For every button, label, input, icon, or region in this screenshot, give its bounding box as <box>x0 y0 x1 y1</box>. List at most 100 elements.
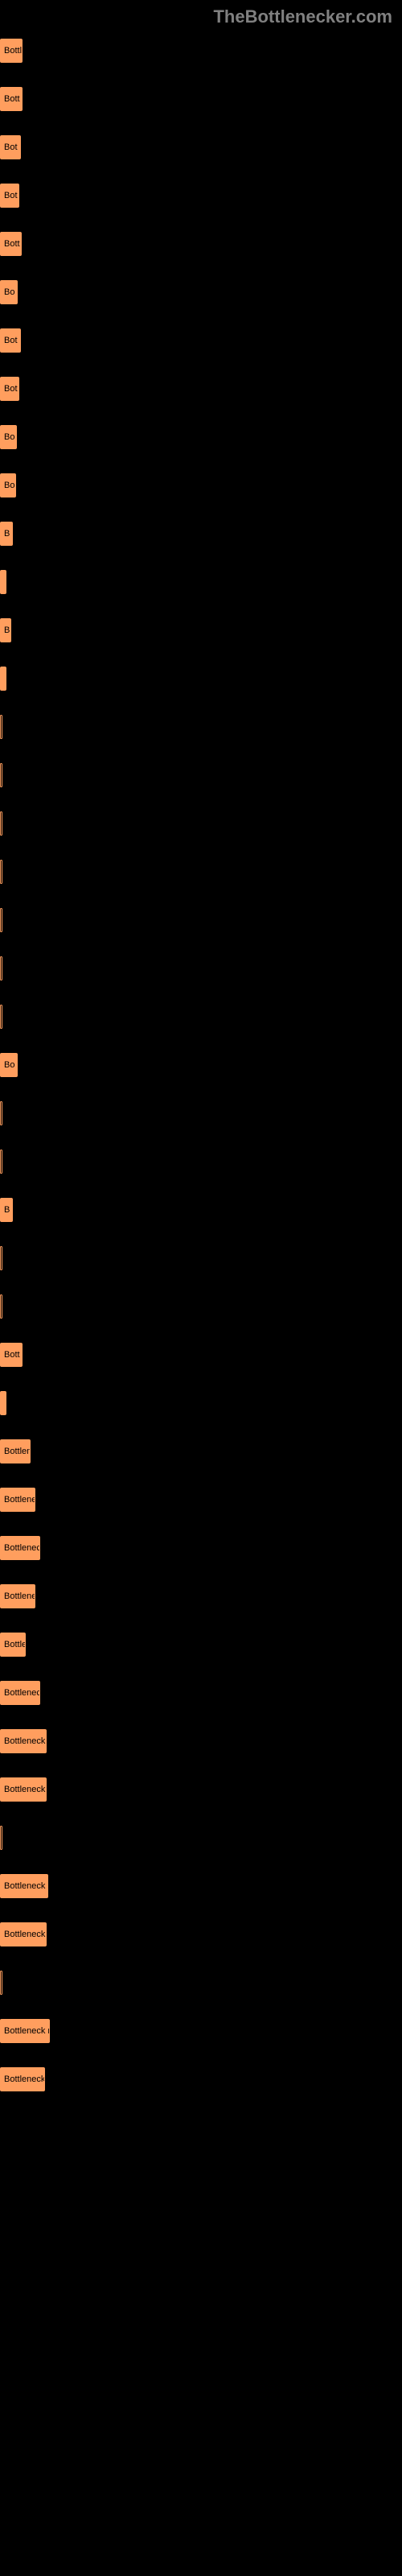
bar-label: Bo <box>1 287 14 297</box>
bar-row: Bot <box>0 377 402 399</box>
bar-label: B <box>1 529 10 539</box>
bar-label: Bottlenec <box>1 1495 35 1505</box>
bar-outline <box>0 1294 2 1319</box>
bar-label: Bottleneck r <box>1 1688 39 1698</box>
bar-label: Bottlene <box>1 1447 30 1456</box>
bar-outline <box>0 763 2 787</box>
bar-row: Bo <box>0 1053 402 1075</box>
bar-outline <box>0 811 2 836</box>
bar-label: B <box>1 625 10 635</box>
bar-row: Bottleneck res <box>0 1729 402 1752</box>
bar-row: Bott <box>0 1343 402 1365</box>
bar-row <box>0 667 402 689</box>
bar-outline <box>0 715 2 739</box>
chart-bar: Bo <box>0 1053 18 1077</box>
bar-outline <box>0 1101 2 1125</box>
bar-label: Bottleneck res <box>1 1785 46 1794</box>
bar-row <box>0 1005 402 1027</box>
chart-bar <box>0 667 6 691</box>
bar-row: Bottleneck resu <box>0 2019 402 2041</box>
bar-row <box>0 956 402 979</box>
chart-bar <box>0 1391 6 1415</box>
bar-outline <box>0 1150 2 1174</box>
bar-label: Bottleneck resu <box>1 2026 49 2036</box>
chart-bar: Bott <box>0 1343 23 1367</box>
bar-outline <box>0 956 2 980</box>
bar-row: Bottlenec <box>0 1488 402 1510</box>
chart-bar: Bot <box>0 135 21 159</box>
chart-bar: Bottl <box>0 39 23 63</box>
bar-row <box>0 1294 402 1317</box>
bar-label: Bot <box>1 142 18 152</box>
bar-row <box>0 811 402 834</box>
chart-bar <box>0 570 6 594</box>
chart-bar: Bottlenec <box>0 1488 35 1512</box>
chart-bar: Bottleneck res <box>0 1874 48 1898</box>
bar-label: Bottleneck re <box>1 2074 44 2084</box>
chart-bar: B <box>0 522 13 546</box>
bar-outline <box>0 860 2 884</box>
bar-row: Bottlen <box>0 1633 402 1655</box>
bar-label: Bot <box>1 384 18 394</box>
bar-row: Bo <box>0 280 402 303</box>
chart-bar: Bo <box>0 473 16 497</box>
bar-row: B <box>0 1198 402 1220</box>
bar-row: Bottleneck res <box>0 1777 402 1800</box>
bar-label: Bottleneck res <box>1 1736 46 1746</box>
bar-label: Bo <box>1 481 14 490</box>
chart-bar: Bott <box>0 87 23 111</box>
bar-label: Bottleneck res <box>1 1930 46 1939</box>
chart-bar: Bottleneck <box>0 1584 35 1608</box>
bar-row: Bot <box>0 184 402 206</box>
bar-row: Bott <box>0 87 402 109</box>
bar-row <box>0 1391 402 1414</box>
bar-label: Bo <box>1 1060 14 1070</box>
bar-row: Bottlene <box>0 1439 402 1462</box>
bar-row: Bottleneck <box>0 1584 402 1607</box>
bar-label: Bot <box>1 336 18 345</box>
bar-row <box>0 763 402 786</box>
bar-label: Bottl <box>1 46 22 56</box>
bar-label: Bott <box>1 1350 20 1360</box>
bar-row: Bottleneck r <box>0 1681 402 1703</box>
chart-bar: Bot <box>0 184 19 208</box>
chart-bar: Bottleneck r <box>0 1681 40 1705</box>
bar-label: Bottlen <box>1 1640 25 1649</box>
bar-label: Bottleneck <box>1 1591 35 1601</box>
bar-label: B <box>1 1205 10 1215</box>
bar-row: Bot <box>0 135 402 158</box>
bar-row: B <box>0 618 402 641</box>
bar-row: Bottl <box>0 39 402 61</box>
bar-row <box>0 715 402 737</box>
bar-row <box>0 1971 402 1993</box>
bar-row: Bo <box>0 425 402 448</box>
bar-outline <box>0 1246 2 1270</box>
chart-bar: Bottleneck res <box>0 1729 47 1753</box>
bar-outline <box>0 1971 2 1995</box>
bar-label: Bottleneck r <box>1 1543 39 1553</box>
bar-chart: Bottl Bott Bot Bot Bott Bo Bot Bot Bo Bo B B Bo B Bott… <box>0 31 402 2132</box>
bar-label: Bottleneck res <box>1 1881 47 1891</box>
chart-bar: B <box>0 1198 13 1222</box>
bar-label: Bott <box>1 239 20 249</box>
chart-bar: Bottleneck r <box>0 1536 40 1560</box>
chart-bar: Bottleneck re <box>0 2067 45 2091</box>
site-header: TheBottlenecker.com <box>0 0 402 31</box>
chart-bar: Bottleneck res <box>0 1922 47 1946</box>
bar-row <box>0 570 402 592</box>
chart-bar: B <box>0 618 11 642</box>
bar-row: Bott <box>0 232 402 254</box>
bar-row: Bot <box>0 328 402 351</box>
bar-row <box>0 1246 402 1269</box>
chart-bar: Bo <box>0 425 17 449</box>
chart-bar: Bottleneck resu <box>0 2019 50 2043</box>
chart-bar: Bott <box>0 232 22 256</box>
chart-bar: Bottlen <box>0 1633 26 1657</box>
bar-row: B <box>0 522 402 544</box>
bar-label: Bo <box>1 432 14 442</box>
bar-row <box>0 1150 402 1172</box>
bar-row <box>0 908 402 931</box>
chart-bar: Bot <box>0 377 19 401</box>
bar-row <box>0 1826 402 1848</box>
chart-bar: Bottlene <box>0 1439 31 1463</box>
